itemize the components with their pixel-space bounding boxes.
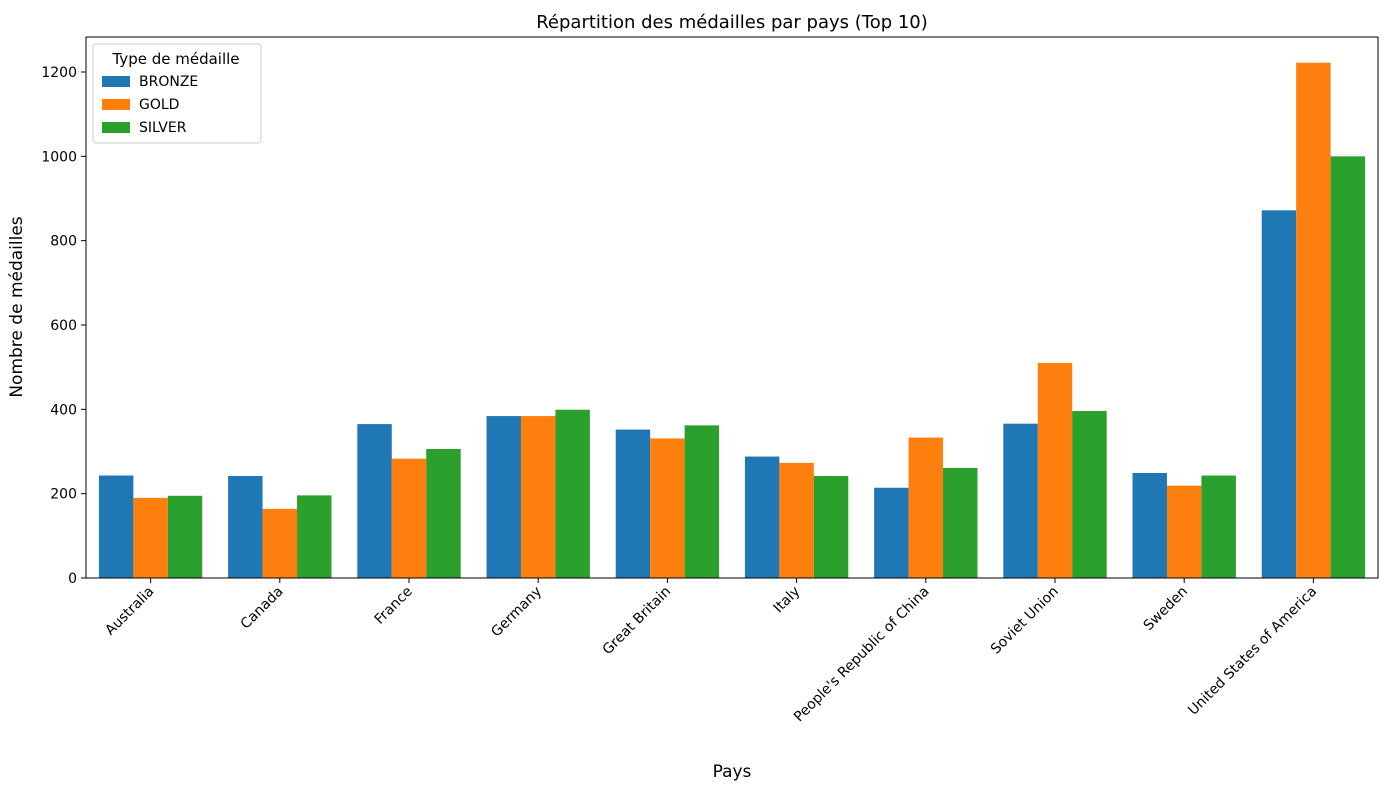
bar-silver-4 <box>684 425 720 578</box>
bar-bronze-1 <box>228 475 263 578</box>
bar-silver-8 <box>1201 475 1236 578</box>
x-tick-label: People's Republic of China <box>791 584 933 726</box>
bar-gold-5 <box>779 462 814 578</box>
bar-silver-6 <box>943 467 978 578</box>
bar-gold-2 <box>391 458 427 578</box>
bar-bronze-5 <box>744 456 780 578</box>
y-axis-label: Nombre de médailles <box>7 216 27 397</box>
bar-bronze-3 <box>486 416 521 578</box>
bar-gold-9 <box>1296 62 1331 579</box>
bar-bronze-6 <box>874 487 909 578</box>
bar-bronze-7 <box>1003 423 1038 578</box>
chart-title: Répartition des médailles par pays (Top … <box>536 12 928 33</box>
x-tick-label: Great Britain <box>600 584 675 659</box>
bar-gold-3 <box>520 416 556 578</box>
x-tick-label: Australia <box>102 584 157 639</box>
bar-silver-1 <box>297 495 332 578</box>
legend-box <box>92 43 262 144</box>
bar-silver-5 <box>813 475 849 578</box>
bar-silver-3 <box>555 409 590 578</box>
bar-gold-6 <box>908 437 944 578</box>
bar-silver-2 <box>426 448 461 578</box>
y-tick-label: 1000 <box>41 149 77 165</box>
legend: Type de médaille BRONZE GOLD SILVER <box>92 43 262 144</box>
bar-gold-0 <box>133 497 168 578</box>
legend-swatch-bronze <box>102 76 130 87</box>
bar-silver-0 <box>167 495 203 578</box>
bar-gold-7 <box>1037 362 1073 578</box>
x-tick-label: Italy <box>771 584 804 617</box>
x-tick-label: Canada <box>238 584 287 633</box>
legend-label-bronze: BRONZE <box>139 74 198 90</box>
y-tick-label: 1200 <box>41 65 77 81</box>
x-tick-label: France <box>372 584 416 628</box>
x-axis-label: Pays <box>713 762 752 782</box>
bars-layer <box>98 62 1366 579</box>
x-tick-label: Soviet Union <box>988 584 1062 658</box>
legend-label-gold: GOLD <box>139 97 179 113</box>
bar-silver-7 <box>1072 411 1107 578</box>
y-tick-label: 0 <box>68 571 77 587</box>
bar-gold-1 <box>262 508 298 578</box>
bar-bronze-4 <box>615 429 651 578</box>
y-tick-label: 800 <box>50 234 77 250</box>
bar-bronze-0 <box>98 475 134 578</box>
bar-bronze-8 <box>1132 473 1167 578</box>
x-tick-label: United States of America <box>1185 584 1320 719</box>
legend-swatch-silver <box>102 122 130 133</box>
plot-frame <box>85 36 1379 579</box>
bar-gold-4 <box>650 438 685 578</box>
legend-title: Type de médaille <box>111 50 239 68</box>
y-tick-label: 600 <box>50 318 77 334</box>
legend-swatch-gold <box>102 99 130 110</box>
y-tick-label: 200 <box>50 487 77 503</box>
x-tick-label: Sweden <box>1141 584 1191 634</box>
y-tick-label: 400 <box>50 402 77 418</box>
bar-bronze-9 <box>1261 210 1297 578</box>
legend-label-silver: SILVER <box>139 120 187 136</box>
bar-bronze-2 <box>357 424 392 578</box>
bar-silver-9 <box>1330 156 1366 578</box>
bar-gold-8 <box>1166 485 1202 578</box>
x-tick-label: Germany <box>488 584 545 641</box>
